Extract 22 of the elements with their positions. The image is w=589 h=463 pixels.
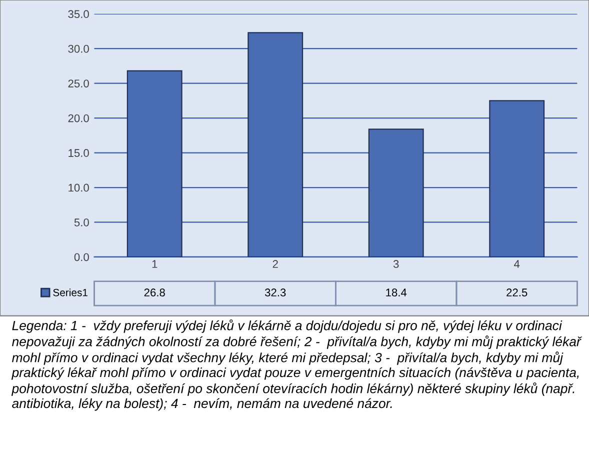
- y-tick-label: 10.0: [68, 184, 89, 192]
- text: Legenda: 1 - vždy preferuji výdej léků v lékárně a dojdu/dojedu si pro ně, výdej léku v ordinaci nepovažuji za žádných okolností za dobré řešení; 2 - přivítal/a bych, kdyby mi můj praktický lékař mohl přímo v ordinaci vydat všechny léky, které mi předepsal; 3 - přivítal/a bych, kdyby mi můj praktický lékař mohl přímo v ordinaci vydat pouze v emergentních situacích (návštěva u pacienta, pohotovostní služba, ošetření po skončení otevíracích hodin lékárny) některé skupiny léků (např. antibiotika, léky na bolest); 4 - nevím, nemám na uvedené názor.: [11, 319, 582, 411]
- bar: [368, 128, 424, 257]
- x-tick-label: 3: [393, 260, 399, 268]
- bar: [248, 32, 304, 257]
- data-label: 22.5: [506, 288, 528, 296]
- data-label: 32.3: [264, 288, 286, 296]
- y-tick-label: 25.0: [68, 80, 89, 88]
- y-tick-label: 20.0: [68, 114, 89, 122]
- y-tick-label: 0.0: [74, 253, 89, 262]
- bar: [489, 100, 545, 257]
- data-label: 26.8: [144, 288, 165, 296]
- y-tick-label: 15.0: [68, 149, 89, 157]
- x-tick-label: 2: [272, 260, 278, 268]
- data-label: 18.4: [386, 288, 407, 296]
- x-tick-label: 4: [514, 260, 520, 268]
- legend-label: Series1: [53, 288, 88, 296]
- y-tick-label: 5.0: [74, 218, 89, 226]
- bar: [126, 70, 182, 257]
- x-tick-label: 1: [152, 260, 158, 268]
- y-tick-label: 30.0: [68, 44, 89, 53]
- y-tick-label: 35.0: [68, 10, 89, 18]
